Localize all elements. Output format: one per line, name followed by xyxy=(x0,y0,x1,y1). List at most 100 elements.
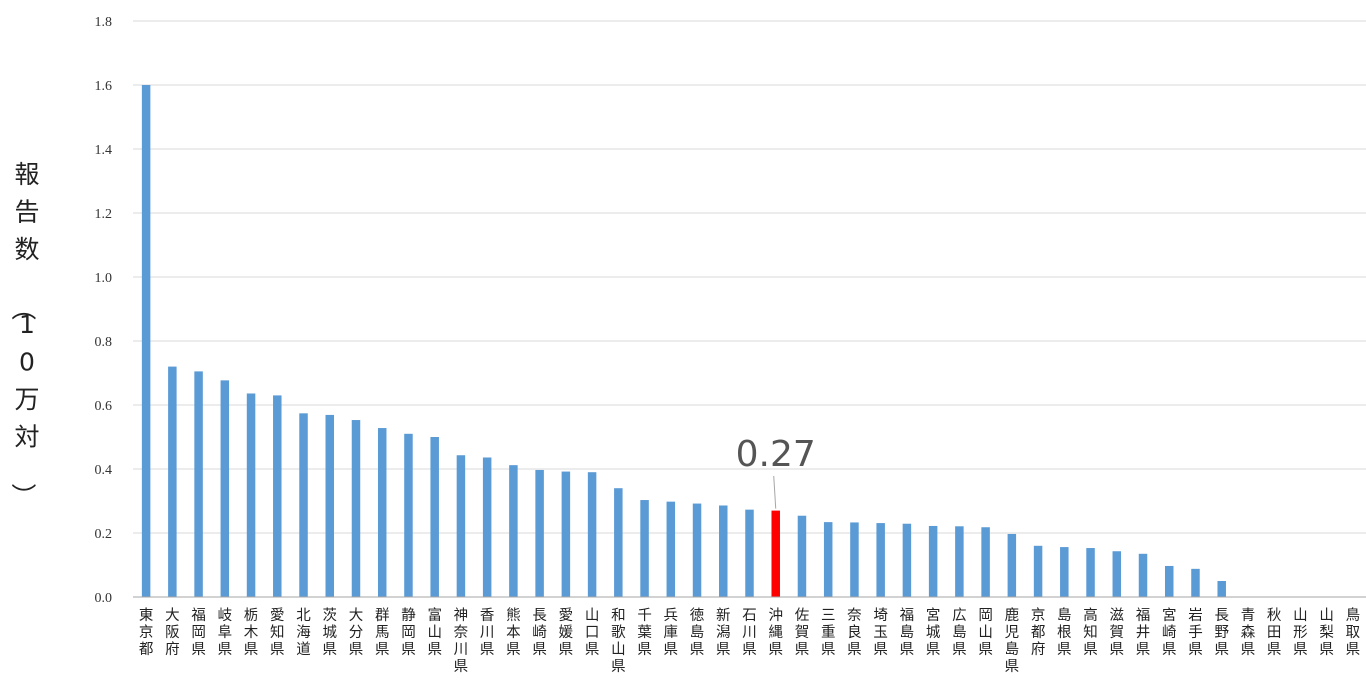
x-tick-label: 宮崎県 xyxy=(1162,607,1177,658)
x-tick-label: 沖縄県 xyxy=(768,607,783,658)
x-tick-label: 長野県 xyxy=(1214,608,1229,658)
x-tick-label: 北海道 xyxy=(296,607,311,658)
y-axis-label: 報告数（ 1 0 万対） xyxy=(8,160,39,508)
bar-山口県 xyxy=(587,472,597,597)
x-tick-label: 静岡県 xyxy=(401,607,416,658)
x-tick-label: 岡山県 xyxy=(978,608,993,658)
x-tick-label: 青森県 xyxy=(1241,607,1256,658)
bar-群馬県 xyxy=(377,428,387,597)
bar-千葉県 xyxy=(640,500,649,597)
bar-鹿児島県 xyxy=(1007,533,1017,597)
bar-岡山県 xyxy=(981,527,990,597)
x-tick-label: 東京都 xyxy=(139,607,154,658)
bar-福井県 xyxy=(1138,553,1148,597)
bar-三重県 xyxy=(823,522,833,597)
annotation-leader-line xyxy=(773,475,777,509)
bar-高知県 xyxy=(1086,548,1095,597)
x-tick-label: 鳥取県 xyxy=(1346,607,1361,658)
x-tick-label: 高知県 xyxy=(1083,607,1098,658)
bar-静岡県 xyxy=(404,433,413,597)
bar-岩手県 xyxy=(1191,568,1200,597)
bar-福岡県 xyxy=(194,371,203,597)
x-tick-label: 新潟県 xyxy=(716,607,731,658)
bar-滋賀県 xyxy=(1112,551,1122,597)
bar-奈良県 xyxy=(850,522,859,597)
bar-福島県 xyxy=(902,523,912,597)
bar-栃木県 xyxy=(246,393,256,597)
x-tick-label: 群馬県 xyxy=(375,607,390,658)
y-axis-ticks: 0.0 0.2 0.4 0.6 0.8 1.0 1.2 1.4 1.6 1.8 xyxy=(95,15,113,606)
bar-東京都 xyxy=(141,85,151,597)
x-tick-label: 香川県 xyxy=(480,607,495,658)
x-tick-label: 秋田県 xyxy=(1267,607,1282,658)
bars xyxy=(141,85,1226,597)
bar-長野県 xyxy=(1217,581,1226,597)
x-tick-label: 宮城県 xyxy=(926,607,941,658)
x-tick-label: 岐阜県 xyxy=(218,607,233,658)
bar-長崎県 xyxy=(535,469,544,597)
x-tick-label: 石川県 xyxy=(742,608,757,658)
y-tick-label: 0.2 xyxy=(95,527,113,542)
bar-神奈川県 xyxy=(456,455,466,597)
y-tick-label: 0.6 xyxy=(95,399,113,414)
bar-石川県 xyxy=(745,509,754,597)
bar-愛知県 xyxy=(273,395,282,597)
bar-大阪府 xyxy=(168,366,177,597)
x-tick-label: 広島県 xyxy=(952,607,967,658)
gridlines xyxy=(133,20,1366,534)
x-tick-label: 愛知県 xyxy=(270,607,285,658)
x-tick-label: 島根県 xyxy=(1057,607,1072,658)
x-tick-label: 福井県 xyxy=(1136,607,1151,658)
y-tick-label: 1.8 xyxy=(95,15,113,30)
x-tick-label: 大分県 xyxy=(349,607,364,658)
x-tick-label: 奈良県 xyxy=(847,607,862,658)
bar-和歌山県 xyxy=(614,488,623,597)
bar-大分県 xyxy=(351,420,361,597)
x-tick-label: 埼玉県 xyxy=(873,607,888,658)
bar-岐阜県 xyxy=(220,380,230,597)
bar-茨城県 xyxy=(325,414,335,597)
y-tick-label: 0.0 xyxy=(95,591,113,606)
y-tick-label: 0.4 xyxy=(95,463,113,478)
bar-京都府 xyxy=(1033,545,1043,597)
y-tick-label: 1.6 xyxy=(95,79,113,94)
x-tick-label: 佐賀県 xyxy=(795,607,810,658)
y-tick-label: 1.4 xyxy=(95,143,113,158)
x-tick-label: 鹿児島県 xyxy=(1005,607,1020,675)
bar-徳島県 xyxy=(692,503,702,597)
x-tick-label: 福島県 xyxy=(900,607,915,658)
y-axis-title: 報告数（ 1 0 万対） xyxy=(8,160,39,508)
x-tick-label: 福岡県 xyxy=(191,607,206,658)
x-tick-label: 茨城県 xyxy=(323,607,338,658)
bar-沖縄県 xyxy=(771,510,780,597)
bar-熊本県 xyxy=(509,465,518,597)
bar-兵庫県 xyxy=(666,501,676,597)
x-tick-label: 徳島県 xyxy=(690,607,705,658)
bar-愛媛県 xyxy=(561,471,571,597)
bar-宮城県 xyxy=(928,525,938,597)
x-tick-label: 富山県 xyxy=(427,606,442,658)
x-axis-category-labels: 東京都大阪府福岡県岐阜県栃木県愛知県北海道茨城県大分県群馬県静岡県富山県神奈川県… xyxy=(139,606,1361,675)
x-tick-label: 千葉県 xyxy=(637,607,652,658)
y-tick-label: 1.2 xyxy=(95,207,113,222)
x-tick-label: 山形県 xyxy=(1293,607,1308,658)
annotation-label: 0.27 xyxy=(736,434,816,475)
bar-埼玉県 xyxy=(876,523,885,597)
x-tick-label: 山口県 xyxy=(585,607,600,658)
x-tick-label: 愛媛県 xyxy=(559,607,574,658)
bar-新潟県 xyxy=(719,505,728,597)
x-tick-label: 和歌山県 xyxy=(611,607,626,675)
bar-島根県 xyxy=(1060,547,1069,597)
x-tick-label: 京都府 xyxy=(1031,607,1046,658)
bar-佐賀県 xyxy=(797,515,807,597)
x-tick-label: 栃木県 xyxy=(244,607,259,658)
bar-広島県 xyxy=(955,526,964,597)
bar-北海道 xyxy=(299,413,308,597)
y-tick-label: 0.8 xyxy=(95,335,113,350)
x-tick-label: 長崎県 xyxy=(532,608,547,658)
x-tick-label: 滋賀県 xyxy=(1110,607,1125,658)
bar-宮崎県 xyxy=(1164,565,1174,597)
annotation: 0.27 xyxy=(736,434,816,509)
bar-富山県 xyxy=(430,437,439,597)
